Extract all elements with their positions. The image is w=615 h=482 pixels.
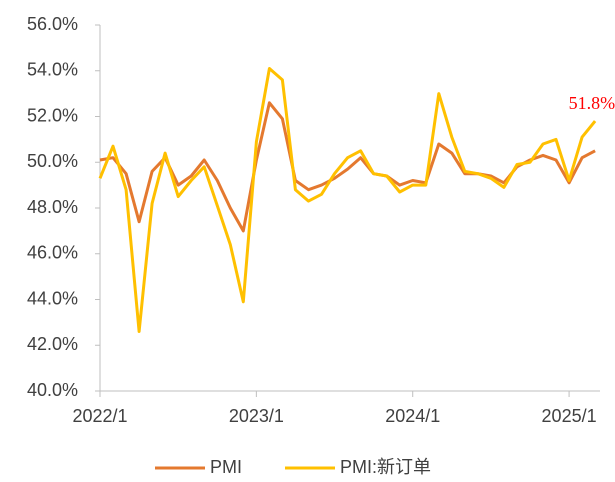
x-tick-label: 2023/1 [229, 406, 284, 426]
annotation: 51.8% [569, 93, 615, 113]
x-tick-label: 2024/1 [385, 406, 440, 426]
series-line [98, 67, 597, 333]
y-tick-label: 40.0% [27, 380, 78, 400]
y-tick-label: 54.0% [27, 60, 78, 80]
y-tick-label: 48.0% [27, 197, 78, 217]
legend-label: PMI:新订单 [340, 457, 431, 477]
y-tick-label: 42.0% [27, 334, 78, 354]
x-tick-label: 2025/1 [542, 406, 597, 426]
x-tick-label: 2022/1 [72, 406, 127, 426]
y-tick-label: 50.0% [27, 151, 78, 171]
y-tick-label: 56.0% [27, 14, 78, 34]
legend-label: PMI [210, 457, 242, 477]
y-tick-label: 46.0% [27, 243, 78, 263]
y-tick-label: 44.0% [27, 288, 78, 308]
y-tick-label: 52.0% [27, 105, 78, 125]
series-line [99, 101, 596, 233]
